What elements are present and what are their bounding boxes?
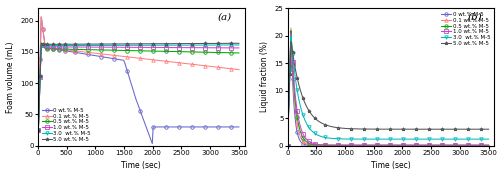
X-axis label: Time (sec): Time (sec) <box>121 161 161 170</box>
Y-axis label: Foam volume (mL): Foam volume (mL) <box>6 41 15 113</box>
Y-axis label: Liquid fraction (%): Liquid fraction (%) <box>260 41 269 112</box>
X-axis label: Time (sec): Time (sec) <box>371 161 411 170</box>
Legend: 0 wt.% M-5, 0.1 wt.% M-5, 0.5 wt.% M-5, 1.0 wt.% M-5, 3.0  wt.% M-5, 5.0 wt.% M-: 0 wt.% M-5, 0.1 wt.% M-5, 0.5 wt.% M-5, … <box>440 11 492 47</box>
Legend: 0 wt.% M-5, 0.1 wt.% M-5, 0.5 wt.% M-5, 1.0 wt.% M-5, 3.0  wt.% M-5, 5.0 wt.% M-: 0 wt.% M-5, 0.1 wt.% M-5, 0.5 wt.% M-5, … <box>40 106 92 143</box>
Text: (a): (a) <box>218 12 232 21</box>
Text: (b): (b) <box>468 12 482 21</box>
